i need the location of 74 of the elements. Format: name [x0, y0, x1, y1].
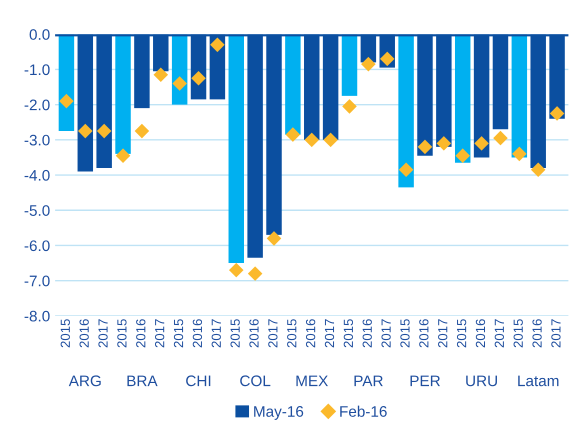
x-tick-label: 2017 — [268, 319, 278, 348]
point — [248, 266, 262, 281]
legend-label: May-16 — [254, 406, 304, 420]
point — [286, 127, 300, 142]
y-tick-label: -6.0 — [24, 240, 50, 252]
point — [530, 162, 546, 178]
point — [304, 132, 320, 148]
x-tick-label: 2015 — [60, 319, 70, 348]
y-tick-label: -7.0 — [24, 276, 50, 286]
x-tick-label: 2015 — [117, 319, 127, 348]
point — [380, 52, 395, 66]
x-tick-label: 2017 — [98, 319, 108, 348]
text: URU — [466, 376, 497, 386]
y-tick-label: -3.0 — [24, 134, 50, 146]
x-tick-label: 2015 — [230, 319, 240, 348]
x-tick-label: 2017 — [324, 319, 334, 348]
point — [512, 146, 527, 162]
x-tick-label: 2015 — [174, 319, 184, 348]
text: COL — [240, 375, 270, 386]
x-tick-label: 2015 — [400, 319, 410, 348]
x-tick-label: 2015 — [344, 319, 354, 348]
x-tick-label: 2017 — [381, 319, 391, 348]
text: ARG — [68, 375, 101, 386]
point — [550, 106, 564, 121]
point — [361, 56, 376, 72]
text: PER — [410, 376, 440, 386]
x-tick-label: 2016 — [306, 319, 316, 348]
point — [493, 130, 508, 146]
x-tick-label: 2015 — [456, 319, 466, 348]
x-tick-label: 2015 — [287, 319, 296, 348]
x-tick-label: 2017 — [551, 319, 561, 348]
x-tick-label: 2016 — [192, 319, 202, 348]
x-tick-label: 2016 — [476, 319, 486, 348]
text: PAR — [354, 376, 383, 386]
y-tick-label: 0.0 — [30, 29, 50, 40]
x-tick-label: 2015 — [514, 319, 523, 348]
y-tick-label: -1.0 — [24, 64, 50, 76]
point — [153, 67, 168, 82]
x-tick-label: 2017 — [494, 319, 504, 348]
point — [455, 148, 470, 163]
x-tick-label: 2016 — [532, 319, 542, 348]
point — [59, 94, 74, 108]
x-tick-label: 2017 — [212, 319, 221, 348]
x-tick-label: 2017 — [438, 319, 448, 348]
text: Latam — [518, 376, 558, 386]
x-tick-label: 2017 — [154, 319, 164, 348]
point — [134, 124, 150, 138]
point — [418, 140, 432, 154]
point — [78, 124, 93, 138]
point — [436, 136, 452, 151]
point — [172, 76, 187, 91]
point — [210, 38, 225, 52]
point — [96, 124, 112, 138]
y-tick-label: -5.0 — [24, 205, 50, 216]
point — [398, 162, 414, 178]
point — [191, 70, 206, 86]
y-tick-label: -2.0 — [24, 100, 50, 110]
y-tick-label: -8.0 — [24, 310, 50, 322]
text: BRA — [127, 376, 158, 386]
text: MEX — [296, 376, 328, 386]
x-tick-label: 2016 — [249, 319, 259, 348]
legend-label: Feb-16 — [340, 406, 387, 417]
x-tick-label: 2016 — [419, 319, 429, 348]
y-tick-label: -4.0 — [24, 170, 50, 181]
x-tick-label: 2016 — [362, 319, 372, 348]
point — [323, 132, 338, 148]
point — [116, 148, 130, 163]
point — [228, 262, 244, 278]
x-tick-label: 2016 — [79, 319, 89, 348]
x-tick-label: 2016 — [136, 319, 146, 348]
text: CHI — [186, 375, 210, 386]
point — [474, 136, 489, 151]
point — [342, 99, 357, 114]
point — [266, 231, 282, 246]
